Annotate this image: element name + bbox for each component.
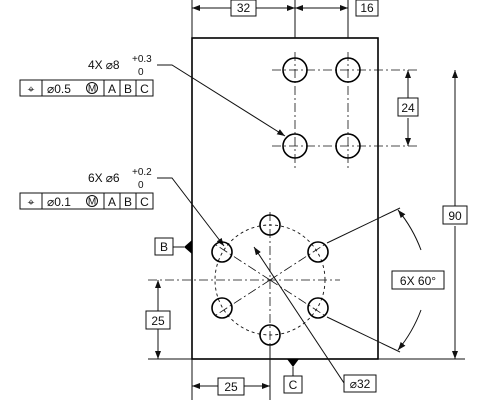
fcf-2: ⌖ ⌀0.1 M A B C — [19, 192, 154, 210]
datum-c-label: C — [289, 378, 298, 392]
dim-24: 24 — [397, 70, 419, 146]
hole-large-2 — [335, 57, 361, 83]
dim-25-horizontal-label: 25 — [224, 380, 238, 394]
bolt-circle-pattern — [148, 207, 401, 353]
dim-16-top: 16 — [360, 1, 374, 15]
dim-90: 90 — [378, 70, 468, 360]
dim-90-label: 90 — [448, 209, 462, 223]
hole-small-2 — [307, 241, 329, 263]
fcf2-tolerance: ⌀0.1 — [47, 195, 71, 209]
dim-25-vertical-label: 25 — [151, 314, 165, 328]
fcf2-position-icon: ⌖ — [28, 195, 35, 209]
dim-25-horizontal: 25 — [191, 345, 271, 400]
dim-24-label: 24 — [401, 101, 415, 115]
plate-outline — [191, 37, 379, 360]
datum-b-label: B — [160, 240, 168, 254]
fcf1-mmc-modifier: M — [88, 84, 96, 95]
fcf1-position-icon: ⌖ — [28, 82, 35, 96]
dim-angular: 6X 60° — [391, 209, 445, 351]
fcf2-datum-a: A — [108, 195, 116, 209]
hole-small-5 — [211, 297, 233, 319]
fcf1-tolerance: ⌀0.5 — [47, 82, 71, 96]
datum-c-triangle — [287, 359, 299, 367]
callout-4x-text: 4X ⌀8 — [88, 58, 120, 72]
hole-small-3 — [307, 297, 329, 319]
fcf-1: ⌖ ⌀0.5 M A B C — [19, 79, 154, 97]
fcf1-datum-b: B — [124, 82, 132, 96]
callout-4x-upper-tol: +0.3 — [132, 54, 152, 65]
hole-large-4 — [335, 133, 361, 159]
dim-bolt-circle-label: ⌀32 — [350, 377, 371, 391]
fcf2-mmc-modifier: M — [88, 197, 96, 208]
fcf1-datum-c: C — [140, 82, 149, 96]
top-dimensions: 32 16 — [191, 0, 379, 38]
fcf1-datum-a: A — [108, 82, 116, 96]
bolt-circle — [214, 224, 326, 336]
callout-6x-text: 6X ⌀6 — [88, 171, 120, 185]
datum-b-triangle — [184, 240, 192, 254]
callout-large-holes: 4X ⌀8 +0.3 0 — [88, 54, 286, 137]
hole-small-6 — [211, 241, 233, 263]
large-hole-pattern — [272, 52, 418, 168]
dim-32-top: 32 — [237, 1, 251, 15]
fcf2-datum-c: C — [140, 195, 149, 209]
hole-small-1 — [259, 214, 281, 236]
hole-large-1 — [282, 57, 308, 83]
dim-25-vertical: 25 — [145, 280, 192, 360]
dim-angular-label: 6X 60° — [400, 274, 436, 288]
callout-6x-upper-tol: +0.2 — [132, 167, 152, 178]
dim-bolt-circle: ⌀32 — [253, 246, 377, 393]
callout-small-holes: 6X ⌀6 +0.2 0 — [88, 167, 225, 247]
fcf2-datum-b: B — [124, 195, 132, 209]
callout-6x-lower-tol: 0 — [138, 180, 144, 191]
datum-c: C — [283, 359, 303, 394]
callout-4x-lower-tol: 0 — [138, 67, 144, 78]
hole-large-3 — [282, 133, 308, 159]
datum-b: B — [154, 237, 192, 256]
